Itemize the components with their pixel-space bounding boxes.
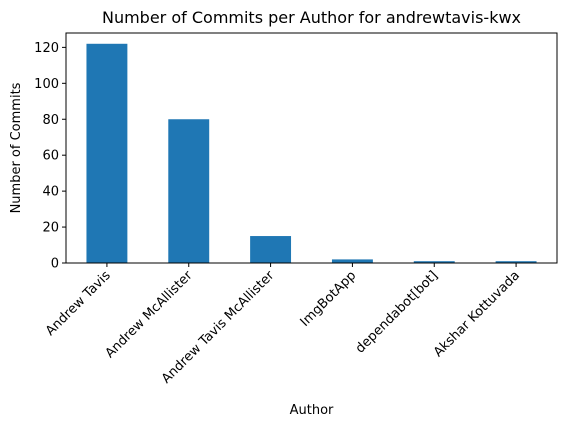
y-axis-label: Number of Commits bbox=[9, 82, 24, 213]
bar-5 bbox=[495, 261, 537, 263]
y-tick-label-3: 60 bbox=[42, 149, 59, 164]
x-tick-label-3: ImgBotApp bbox=[298, 268, 360, 330]
bars-group bbox=[86, 43, 537, 263]
y-tick-label-0: 0 bbox=[51, 257, 59, 272]
y-tick-label-6: 120 bbox=[34, 41, 59, 56]
x-tick-label-1: Andrew McAllister bbox=[103, 268, 196, 361]
bar-0 bbox=[86, 43, 128, 263]
axes-frame bbox=[65, 32, 558, 264]
plot-frame bbox=[65, 32, 558, 264]
chart-title: Number of Commits per Author for andrewt… bbox=[102, 8, 521, 27]
x-tick-label-4: dependabot[bot] bbox=[353, 268, 441, 356]
y-tick-label-1: 20 bbox=[42, 221, 59, 236]
bar-3 bbox=[331, 259, 373, 263]
bar-4 bbox=[413, 261, 455, 263]
y-tick-label-5: 100 bbox=[34, 77, 59, 92]
y-tick-label-2: 40 bbox=[42, 185, 59, 200]
y-axis: 0 20 40 60 80 100 120 bbox=[34, 41, 66, 272]
x-tick-label-0: Andrew Tavis bbox=[43, 268, 114, 339]
x-axis-label: Author bbox=[290, 403, 334, 418]
bar-2 bbox=[250, 236, 292, 263]
x-tick-label-5: Akshar Kottuvada bbox=[431, 268, 523, 360]
y-tick-label-4: 80 bbox=[42, 113, 59, 128]
bar-1 bbox=[168, 119, 210, 263]
